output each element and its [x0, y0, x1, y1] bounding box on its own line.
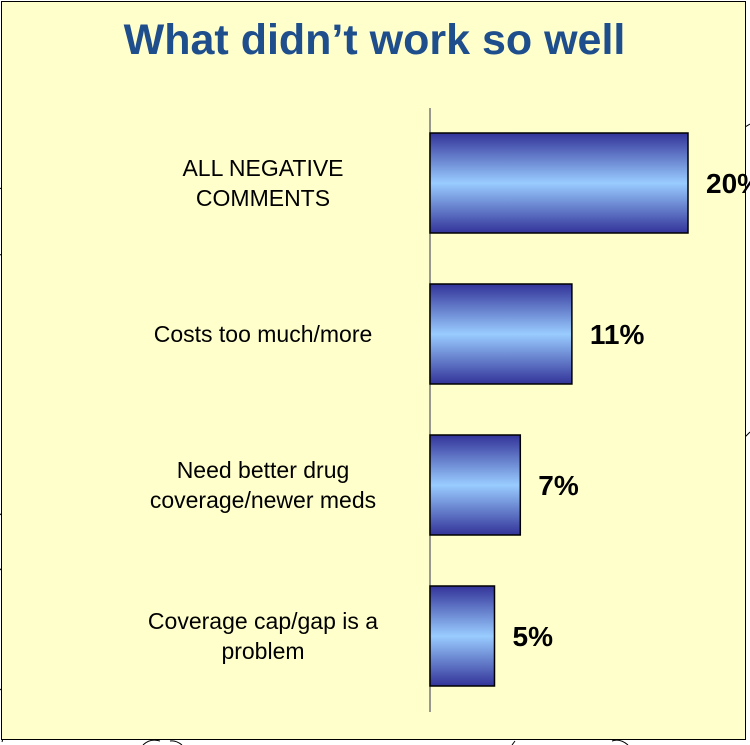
- value-label-4: 5%: [513, 621, 554, 652]
- category-label-line: ALL NEGATIVE: [182, 155, 343, 181]
- category-label-line: Coverage cap/gap is a: [148, 608, 378, 634]
- bar-1: [429, 132, 689, 234]
- value-label-1: 20%: [706, 168, 750, 199]
- category-label-line: coverage/newer meds: [150, 487, 376, 513]
- category-label-line: Costs too much/more: [154, 321, 373, 347]
- category-label-line: problem: [221, 638, 304, 664]
- category-label-1: ALL NEGATIVE COMMENTS: [182, 155, 343, 211]
- value-label-2: 11%: [590, 319, 645, 350]
- chart-title: What didn’t work so well: [123, 16, 626, 64]
- category-label-3: Need better drug coverage/newer meds: [150, 457, 376, 513]
- category-label-2: Costs too much/more: [154, 321, 373, 347]
- category-label-4: Coverage cap/gap is a problem: [148, 608, 378, 664]
- bar-2: [429, 283, 573, 385]
- value-label-3: 7%: [538, 470, 579, 501]
- category-label-line: COMMENTS: [196, 185, 330, 211]
- category-label-line: Need better drug: [177, 457, 350, 483]
- bar-4: [429, 585, 496, 687]
- bar-3: [429, 434, 522, 536]
